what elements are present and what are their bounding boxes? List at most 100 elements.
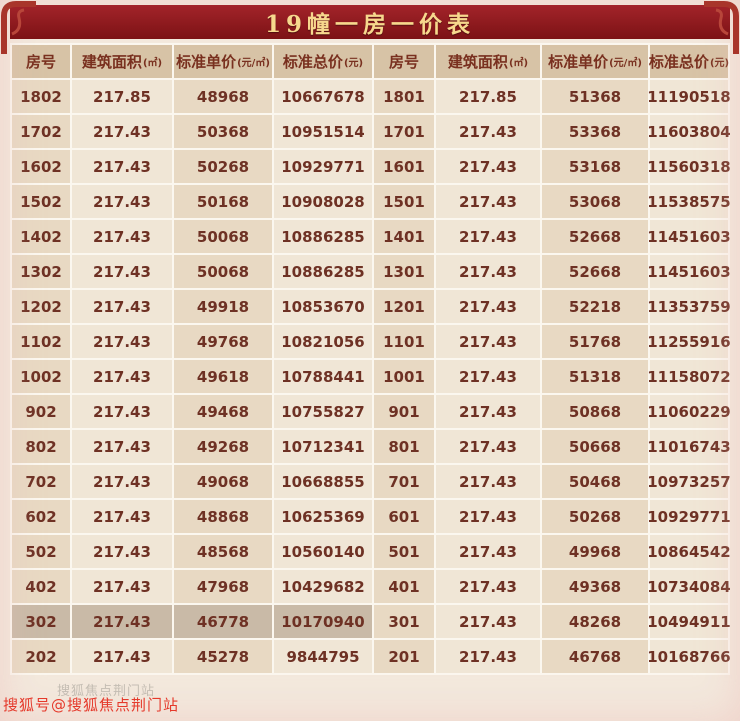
faint-watermark-text: 搜狐焦点荆门站 <box>57 684 156 699</box>
value-cell: 49768 <box>174 325 272 358</box>
value-cell: 10973257 <box>647 465 731 498</box>
value-cell: 217.43 <box>436 325 540 358</box>
value-cell: 52668 <box>542 255 648 288</box>
value-cell: 10951514 <box>274 115 372 148</box>
value-cell: 217.43 <box>72 325 172 358</box>
value-cell: 217.85 <box>72 80 172 113</box>
value-cell: 11190518 <box>647 80 731 113</box>
value-cell: 53168 <box>542 150 648 183</box>
header-unit: (元/㎡) <box>609 58 642 69</box>
value-cell: 10755827 <box>274 395 372 428</box>
header-unit: (元/㎡) <box>237 58 270 69</box>
value-cell: 10170940 <box>274 605 372 638</box>
value-cell: 10429682 <box>274 570 372 603</box>
value-cell: 49068 <box>174 465 272 498</box>
value-cell: 217.43 <box>436 360 540 393</box>
room-number-cell: 1601 <box>374 150 434 183</box>
value-cell: 217.43 <box>436 570 540 603</box>
value-cell: 11060229 <box>647 395 731 428</box>
value-cell: 217.43 <box>436 185 540 218</box>
room-number-cell: 702 <box>12 465 70 498</box>
header-label: 标准总价 <box>282 53 343 71</box>
value-cell: 10625369 <box>274 500 372 533</box>
value-cell: 217.43 <box>436 640 540 673</box>
value-cell: 217.43 <box>436 255 540 288</box>
header-cell: 标准单价 (元/㎡) <box>174 45 272 78</box>
header-cell: 标准总价 (元) <box>274 45 372 78</box>
room-number-cell: 1001 <box>374 360 434 393</box>
room-number-cell: 1102 <box>12 325 70 358</box>
value-cell: 48868 <box>174 500 272 533</box>
value-cell: 217.43 <box>72 115 172 148</box>
value-cell: 50868 <box>542 395 648 428</box>
value-cell: 10668855 <box>274 465 372 498</box>
value-cell: 217.43 <box>72 220 172 253</box>
value-cell: 217.43 <box>72 640 172 673</box>
value-cell: 217.43 <box>72 360 172 393</box>
header-cell: 房号 <box>374 45 434 78</box>
value-cell: 49618 <box>174 360 272 393</box>
room-number-cell: 501 <box>374 535 434 568</box>
value-cell: 217.43 <box>72 570 172 603</box>
value-cell: 10908028 <box>274 185 372 218</box>
value-cell: 45278 <box>174 640 272 673</box>
value-cell: 11255916 <box>647 325 731 358</box>
value-cell: 217.43 <box>72 535 172 568</box>
value-cell: 217.43 <box>436 535 540 568</box>
value-cell: 217.43 <box>436 465 540 498</box>
value-cell: 50668 <box>542 430 648 463</box>
value-cell: 11560318 <box>647 150 731 183</box>
value-cell: 217.43 <box>72 500 172 533</box>
value-cell: 10886285 <box>274 220 372 253</box>
value-cell: 50368 <box>174 115 272 148</box>
value-cell: 11158072 <box>647 360 731 393</box>
value-cell: 47968 <box>174 570 272 603</box>
value-cell: 51368 <box>542 80 648 113</box>
value-cell: 50068 <box>174 255 272 288</box>
room-number-cell: 802 <box>12 430 70 463</box>
value-cell: 10560140 <box>274 535 372 568</box>
value-cell: 10864542 <box>647 535 731 568</box>
room-number-cell: 301 <box>374 605 434 638</box>
value-cell: 11016743 <box>647 430 731 463</box>
room-number-cell: 1201 <box>374 290 434 323</box>
value-cell: 217.43 <box>72 430 172 463</box>
value-cell: 11451603 <box>647 255 731 288</box>
watermark-text: 搜狐号@搜狐焦点荆门站 <box>3 696 180 714</box>
value-cell: 48268 <box>542 605 648 638</box>
value-cell: 217.43 <box>436 220 540 253</box>
value-cell: 10667678 <box>274 80 372 113</box>
header-cell: 房号 <box>12 45 70 78</box>
value-cell: 10929771 <box>274 150 372 183</box>
room-number-cell: 1202 <box>12 290 70 323</box>
value-cell: 46768 <box>542 640 648 673</box>
value-cell: 50268 <box>542 500 648 533</box>
header-label: 标准总价 <box>648 53 709 71</box>
value-cell: 11603804 <box>647 115 731 148</box>
room-number-cell: 401 <box>374 570 434 603</box>
room-number-cell: 1302 <box>12 255 70 288</box>
value-cell: 217.43 <box>72 465 172 498</box>
value-cell: 49268 <box>174 430 272 463</box>
page-title: 19幢一房一价表 <box>264 11 475 38</box>
value-cell: 10788441 <box>274 360 372 393</box>
value-cell: 10168766 <box>647 640 731 673</box>
room-number-cell: 1602 <box>12 150 70 183</box>
header-label: 标准单价 <box>176 53 237 71</box>
value-cell: 11353759 <box>647 290 731 323</box>
value-cell: 10853670 <box>274 290 372 323</box>
value-cell: 50168 <box>174 185 272 218</box>
header-label: 建筑面积 <box>447 53 508 71</box>
value-cell: 48968 <box>174 80 272 113</box>
room-number-cell: 1702 <box>12 115 70 148</box>
room-number-cell: 1301 <box>374 255 434 288</box>
header-unit: (元) <box>343 58 364 69</box>
value-cell: 217.43 <box>436 605 540 638</box>
value-cell: 217.43 <box>436 115 540 148</box>
value-cell: 217.85 <box>436 80 540 113</box>
value-cell: 52668 <box>542 220 648 253</box>
room-number-cell: 1402 <box>12 220 70 253</box>
value-cell: 49968 <box>542 535 648 568</box>
header-cell: 建筑面积 (㎡) <box>72 45 172 78</box>
title-banner: 19幢一房一价表 <box>10 5 730 39</box>
